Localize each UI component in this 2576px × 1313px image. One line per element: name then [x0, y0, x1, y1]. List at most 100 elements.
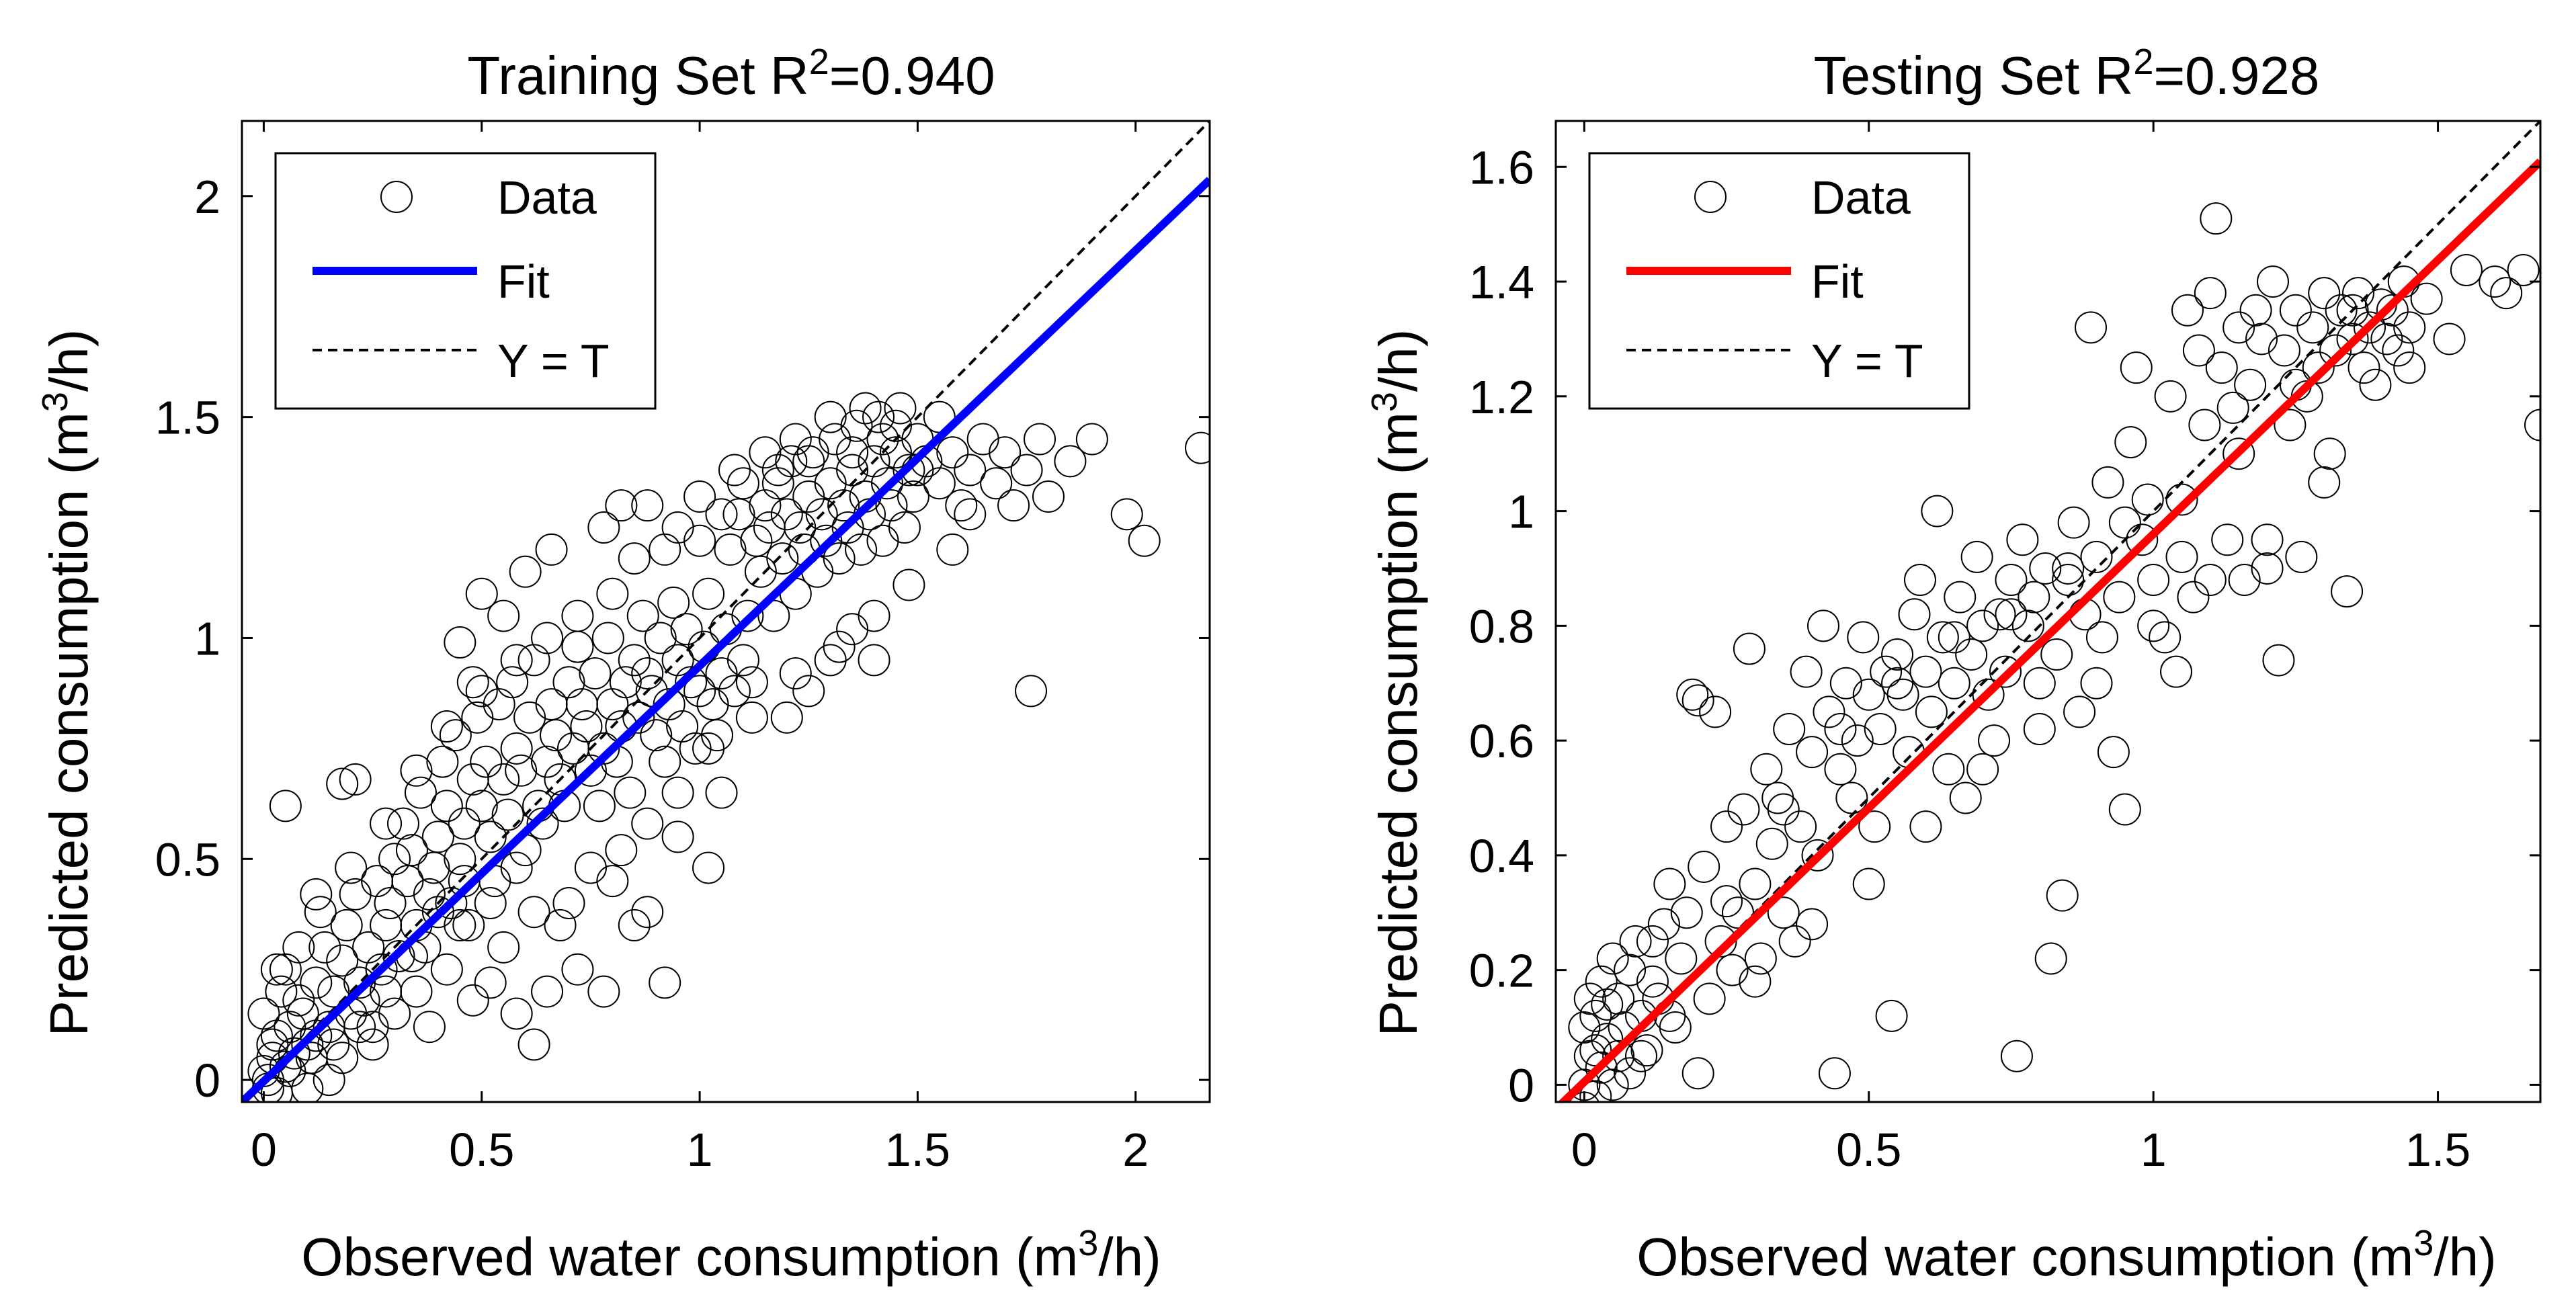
train-data-point	[339, 878, 372, 910]
train-data-point	[831, 511, 864, 544]
train-data-point	[618, 908, 651, 941]
test-data-point	[2524, 409, 2540, 441]
train-data-point	[661, 511, 694, 544]
test-data-point	[2268, 334, 2300, 367]
train-data-point	[792, 675, 825, 708]
test-data-point	[2006, 523, 2039, 556]
test-data-point	[2034, 942, 2067, 975]
test-data-point	[2274, 409, 2307, 441]
test-data-point	[1909, 810, 1942, 843]
train-data-point	[282, 984, 315, 1017]
train-data-point	[779, 657, 812, 690]
test-data-point	[2313, 437, 2346, 470]
test-fit-line	[1557, 158, 2540, 1102]
train-data-point	[448, 807, 481, 840]
test-data-point	[2331, 575, 2364, 608]
test-data-point	[1773, 713, 1806, 746]
test-data-point	[1955, 638, 1988, 671]
train-data-point	[444, 908, 476, 941]
train-data-point	[726, 467, 759, 500]
train-xlabel-prefix: Observed water consumption (m	[301, 1227, 1078, 1287]
train-data-point	[356, 1028, 389, 1061]
train-data-point	[884, 392, 917, 425]
test-data-point	[2211, 523, 2244, 556]
test-data-point	[1852, 867, 1885, 900]
train-data-point	[827, 489, 860, 522]
train-data-point	[526, 807, 559, 840]
train-xlabel-sup: 3	[1078, 1223, 1098, 1263]
test-data-point	[2075, 311, 2108, 344]
test-data-point	[2279, 294, 2312, 327]
train-xlabel-suffix: /h)	[1098, 1227, 1161, 1287]
test-data-point	[1699, 695, 1732, 728]
test-x-tick-label: 1	[2141, 1124, 2167, 1176]
test-data-point	[1881, 638, 1914, 671]
test-data-point	[2251, 523, 2284, 556]
train-data-point	[705, 657, 738, 690]
test-data-point	[1596, 1068, 1629, 1101]
test-data-point	[2011, 609, 2044, 642]
train-data-point	[661, 644, 694, 677]
train-data-point	[370, 807, 403, 840]
train-data-point	[892, 454, 925, 486]
train-data-point	[605, 489, 638, 522]
test-data-point	[2393, 311, 2426, 344]
test-data-point	[2251, 552, 2284, 585]
test-y-axis-label: Predicted consumption (m3/h)	[1364, 329, 1428, 1037]
test-data-point	[1767, 896, 1800, 929]
test-data-point	[2023, 713, 2056, 746]
train-data-point	[761, 467, 794, 500]
train-data-point	[579, 657, 612, 690]
test-data-point	[2205, 351, 2238, 384]
test-data-point	[1778, 925, 1811, 958]
test-data-point	[2359, 368, 2392, 401]
test-data-point	[1755, 827, 1788, 860]
train-data-point	[945, 489, 978, 522]
test-x-tick-label: 1.5	[2405, 1124, 2470, 1176]
test-data-point	[1602, 982, 1635, 1015]
train-data-point	[500, 851, 533, 884]
test-data-point	[2239, 294, 2272, 327]
train-data-point	[587, 732, 620, 765]
test-data-point	[2029, 552, 2062, 585]
test-data-point	[2057, 506, 2090, 539]
test-data-point	[2063, 695, 2096, 728]
test-data-point	[2222, 311, 2255, 344]
test-data-point	[2023, 667, 2056, 700]
train-legend-label: Y = T	[497, 335, 610, 387]
train-data-point	[413, 1011, 446, 1044]
test-data-point	[1716, 954, 1749, 986]
test-data-point	[2285, 540, 2318, 573]
train-data-point	[496, 666, 529, 699]
test-title-prefix: Testing Set R	[1814, 46, 2134, 105]
train-data-point	[819, 423, 851, 456]
test-y-tick-label: 0	[1508, 1059, 1534, 1111]
train-data-point	[683, 524, 716, 557]
train-identity-line	[242, 121, 1210, 1102]
test-data-point	[1653, 867, 1686, 900]
test-data-point	[1989, 655, 2022, 688]
test-y-tick-label: 0.6	[1469, 715, 1534, 767]
train-axes-box	[241, 120, 1211, 1103]
train-data-point	[517, 1028, 550, 1061]
test-data-point	[2382, 334, 2415, 367]
train-data-point	[444, 843, 476, 876]
train-data-point	[452, 908, 485, 941]
test-data-point	[1681, 1057, 1714, 1090]
test-data-point	[2353, 311, 2386, 344]
test-data-point	[1864, 713, 1897, 746]
test-legend: Data Fit Y = T	[1588, 152, 1970, 410]
test-data-point	[1903, 564, 1936, 597]
train-data-point	[792, 480, 825, 513]
train-data-point	[875, 489, 908, 522]
test-data-point	[1790, 655, 1823, 688]
train-data-point	[814, 400, 847, 433]
test-data-point	[1688, 850, 1720, 883]
train-data-point	[814, 467, 847, 500]
train-data-point	[330, 908, 363, 941]
train-data-point	[766, 542, 799, 575]
test-data-point	[1619, 925, 1652, 958]
test-data-point	[1573, 982, 1606, 1015]
test-data-point	[1710, 810, 1743, 843]
test-data-point	[2479, 265, 2511, 298]
